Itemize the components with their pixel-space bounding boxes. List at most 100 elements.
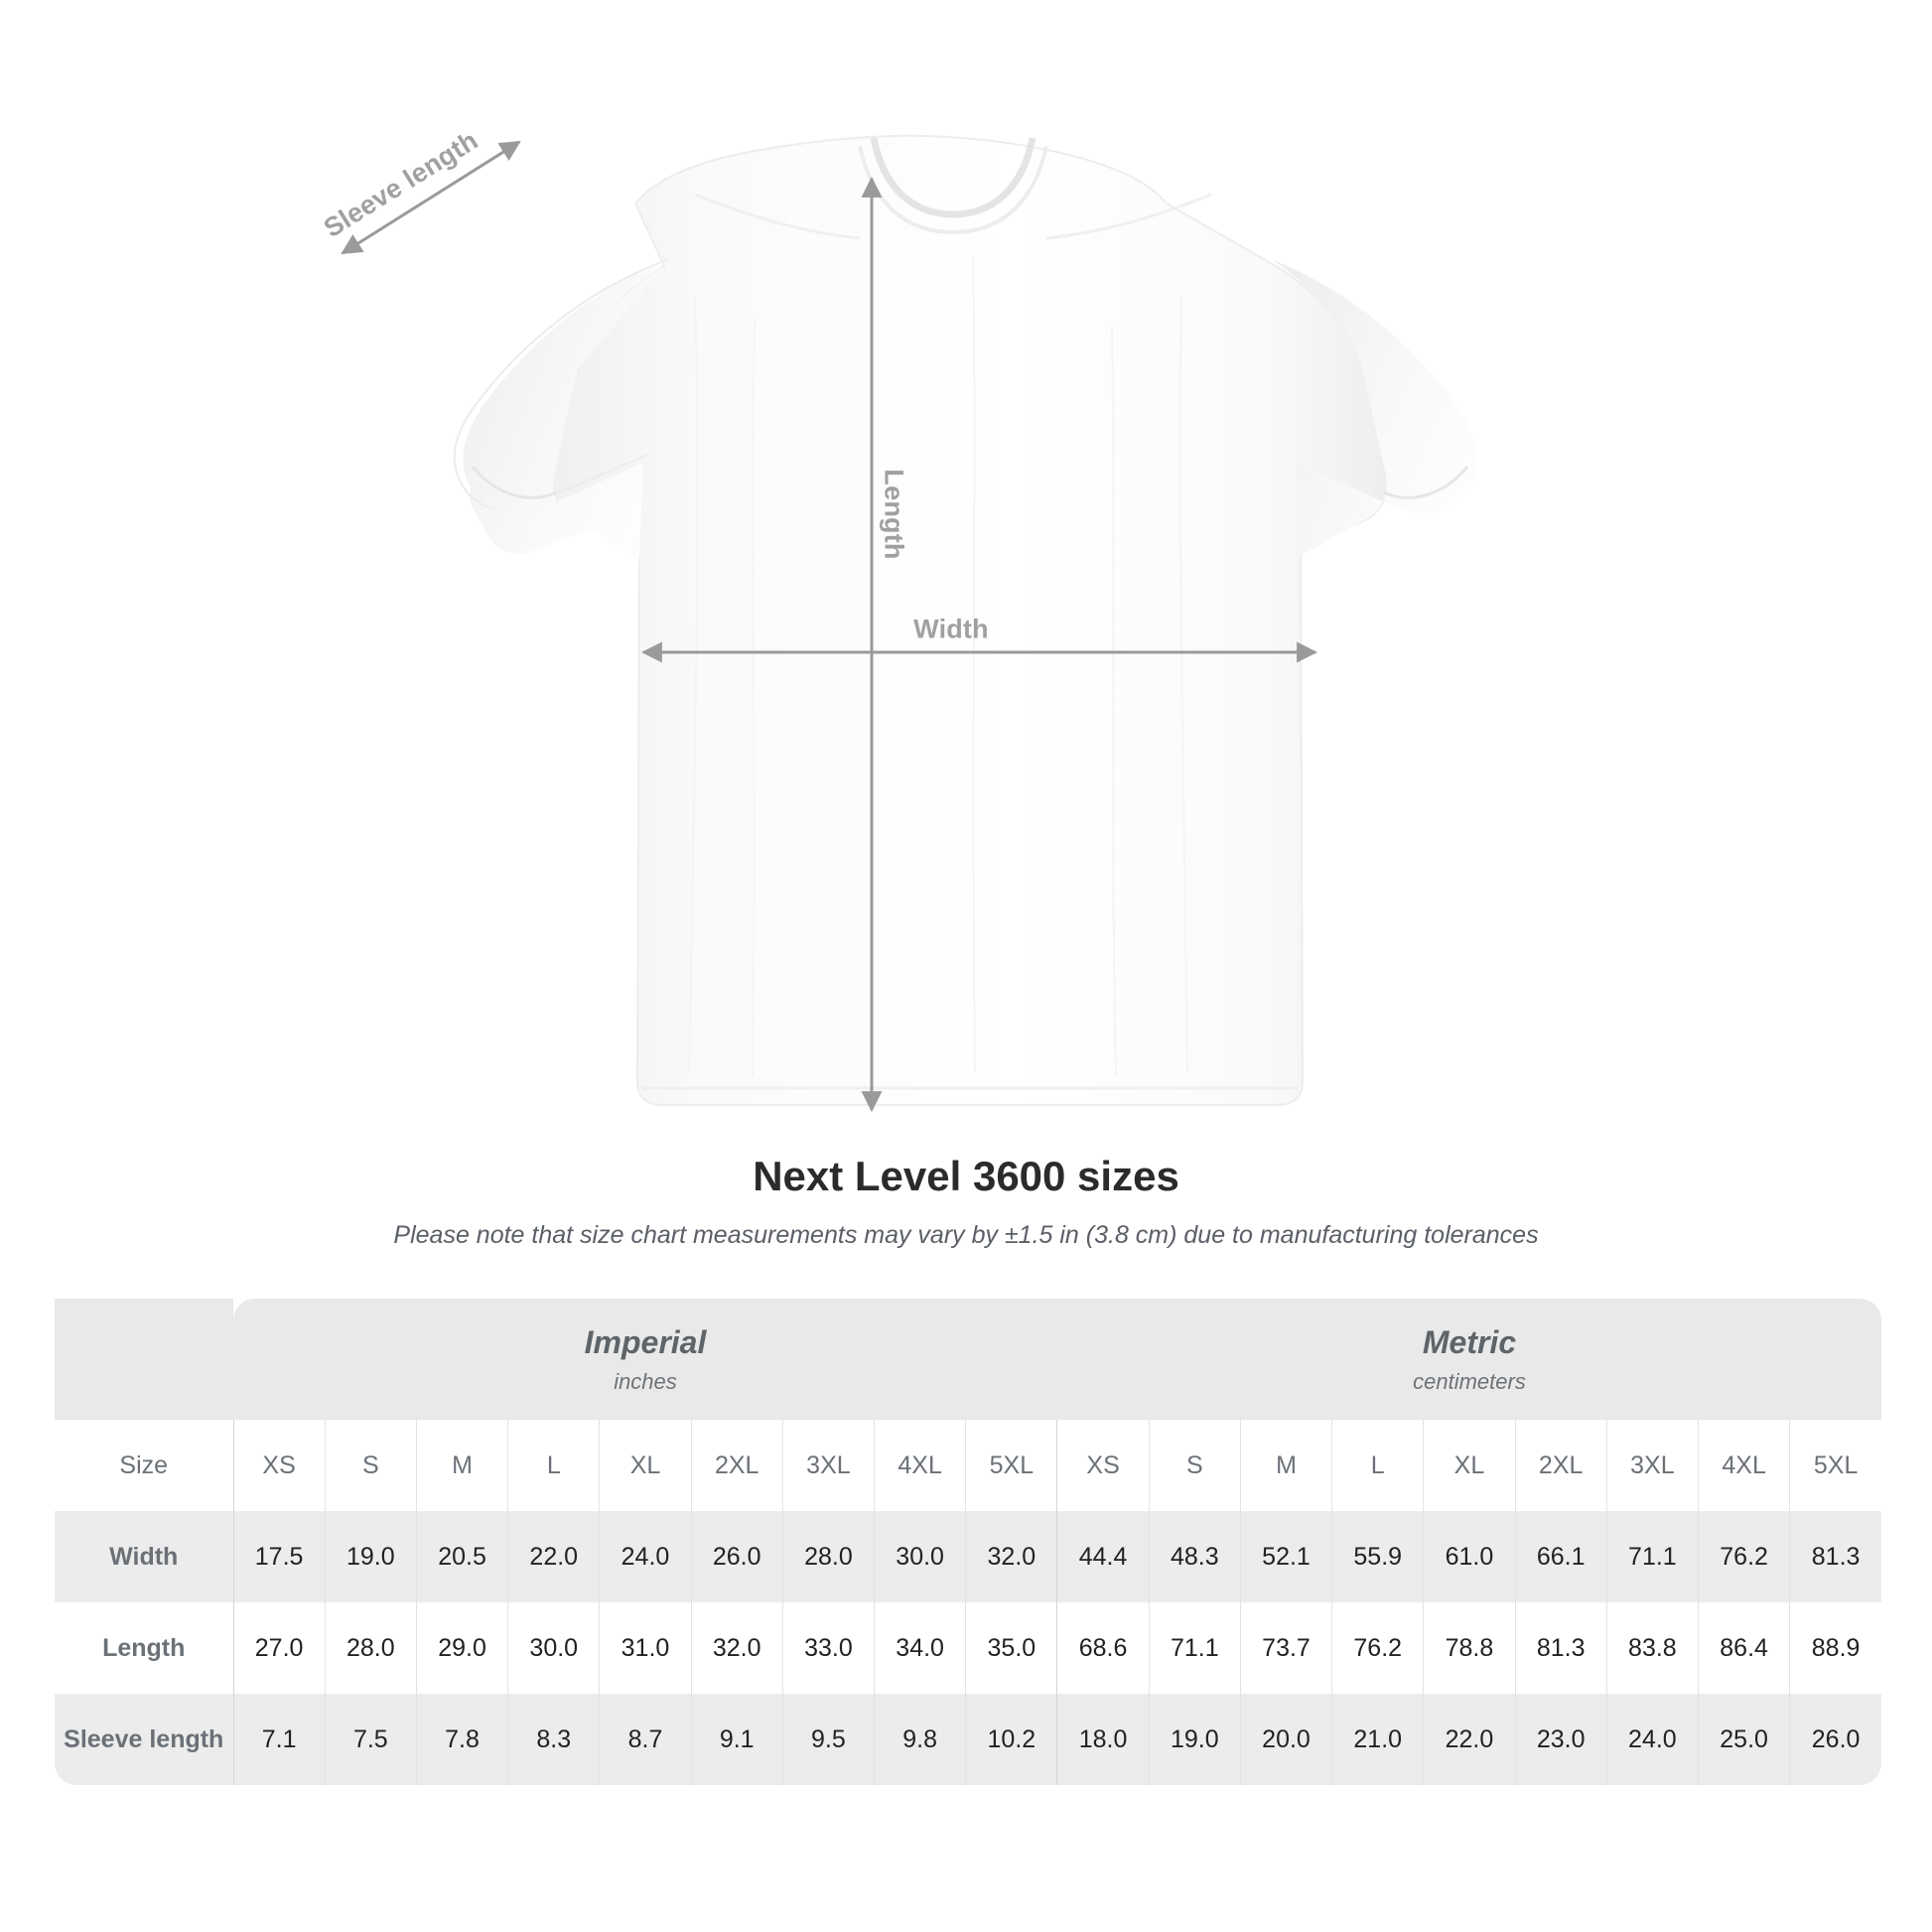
cell-width-metric-3xl: 71.1 bbox=[1605, 1511, 1699, 1602]
cell-width-imperial-3xl: 28.0 bbox=[781, 1511, 875, 1602]
size-table: Imperial inches Metric centimeters Size … bbox=[55, 1299, 1881, 1785]
size-header-imperial-2xl: 2XL bbox=[690, 1420, 783, 1511]
cell-sleeve-metric-xl: 22.0 bbox=[1423, 1694, 1516, 1785]
cell-length-metric-5xl: 88.9 bbox=[1789, 1602, 1881, 1694]
collar-ribbing bbox=[870, 137, 1036, 218]
size-header-metric-5xl: 5XL bbox=[1789, 1420, 1881, 1511]
size-header-label: Size bbox=[55, 1420, 233, 1511]
cell-width-metric-2xl: 66.1 bbox=[1514, 1511, 1607, 1602]
cell-width-metric-xs: 44.4 bbox=[1056, 1511, 1150, 1602]
row-label-length: Length bbox=[55, 1602, 233, 1694]
size-table-container: Imperial inches Metric centimeters Size … bbox=[55, 1299, 1881, 1785]
cell-width-metric-xl: 61.0 bbox=[1423, 1511, 1516, 1602]
cell-sleeve-metric-s: 19.0 bbox=[1148, 1694, 1241, 1785]
cell-sleeve-metric-5xl: 26.0 bbox=[1789, 1694, 1881, 1785]
cell-sleeve-imperial-5xl: 10.2 bbox=[965, 1694, 1057, 1785]
size-header-imperial-3xl: 3XL bbox=[781, 1420, 875, 1511]
unit-group-row: Imperial inches Metric centimeters bbox=[55, 1299, 1881, 1420]
cell-length-imperial-s: 28.0 bbox=[324, 1602, 417, 1694]
cell-width-imperial-s: 19.0 bbox=[324, 1511, 417, 1602]
cell-length-imperial-4xl: 34.0 bbox=[874, 1602, 966, 1694]
cell-length-metric-xs: 68.6 bbox=[1056, 1602, 1150, 1694]
cell-sleeve-imperial-3xl: 9.5 bbox=[781, 1694, 875, 1785]
cell-sleeve-imperial-4xl: 9.8 bbox=[874, 1694, 966, 1785]
left-sleeve bbox=[463, 260, 667, 556]
left-sleeve-outline bbox=[453, 259, 668, 511]
size-header-imperial-m: M bbox=[415, 1420, 508, 1511]
cell-width-metric-4xl: 76.2 bbox=[1697, 1511, 1790, 1602]
tolerance-note: Please note that size chart measurements… bbox=[393, 1221, 1539, 1250]
size-header-row: Size XS S M L XL 2XL 3XL 4XL 5XL XS S M … bbox=[55, 1420, 1881, 1511]
cell-width-imperial-m: 20.5 bbox=[415, 1511, 508, 1602]
size-header-metric-xl: XL bbox=[1423, 1420, 1516, 1511]
cell-sleeve-imperial-l: 8.3 bbox=[507, 1694, 600, 1785]
tshirt-graphic bbox=[341, 134, 1477, 1113]
cell-sleeve-imperial-xs: 7.1 bbox=[232, 1694, 326, 1785]
cell-length-metric-m: 73.7 bbox=[1239, 1602, 1332, 1694]
size-header-metric-3xl: 3XL bbox=[1605, 1420, 1699, 1511]
cell-width-metric-l: 55.9 bbox=[1331, 1511, 1424, 1602]
size-header-imperial-xl: XL bbox=[599, 1420, 692, 1511]
cell-length-metric-2xl: 81.3 bbox=[1514, 1602, 1607, 1694]
cell-sleeve-imperial-xl: 8.7 bbox=[599, 1694, 692, 1785]
cell-length-imperial-xs: 27.0 bbox=[232, 1602, 326, 1694]
right-sleeve bbox=[1273, 260, 1477, 556]
row-label-sleeve-length: Sleeve length bbox=[55, 1694, 233, 1785]
table-row: Width 17.5 19.0 20.5 22.0 24.0 26.0 28.0… bbox=[55, 1511, 1881, 1602]
size-header-imperial-5xl: 5XL bbox=[965, 1420, 1057, 1511]
cell-length-metric-3xl: 83.8 bbox=[1605, 1602, 1699, 1694]
cell-sleeve-imperial-m: 7.8 bbox=[415, 1694, 508, 1785]
size-header-metric-s: S bbox=[1148, 1420, 1241, 1511]
row-label-width: Width bbox=[55, 1511, 233, 1602]
cell-length-imperial-3xl: 33.0 bbox=[781, 1602, 875, 1694]
cell-sleeve-metric-m: 20.0 bbox=[1239, 1694, 1332, 1785]
cell-length-imperial-2xl: 32.0 bbox=[690, 1602, 783, 1694]
cell-width-imperial-xs: 17.5 bbox=[232, 1511, 326, 1602]
unit-group-imperial-subtitle: inches bbox=[614, 1368, 677, 1394]
garment-illustration: Sleeve length Length Width bbox=[319, 125, 1477, 1113]
unit-group-metric: Metric centimeters bbox=[1056, 1299, 1881, 1420]
cell-sleeve-metric-3xl: 24.0 bbox=[1605, 1694, 1699, 1785]
shirt-body bbox=[453, 134, 1477, 1106]
cell-sleeve-metric-4xl: 25.0 bbox=[1697, 1694, 1790, 1785]
size-header-metric-4xl: 4XL bbox=[1697, 1420, 1790, 1511]
cell-width-metric-s: 48.3 bbox=[1148, 1511, 1241, 1602]
cell-width-imperial-2xl: 26.0 bbox=[690, 1511, 783, 1602]
cell-length-metric-s: 71.1 bbox=[1148, 1602, 1241, 1694]
size-header-metric-2xl: 2XL bbox=[1514, 1420, 1607, 1511]
left-sleeve-hem bbox=[471, 466, 557, 499]
sleeve-length-arrow bbox=[341, 140, 521, 255]
unit-group-imperial: Imperial inches bbox=[233, 1299, 1057, 1420]
cell-length-metric-4xl: 86.4 bbox=[1697, 1602, 1790, 1694]
cell-length-imperial-l: 30.0 bbox=[507, 1602, 600, 1694]
right-sleeve-hem bbox=[1383, 466, 1469, 499]
cell-sleeve-metric-xs: 18.0 bbox=[1056, 1694, 1150, 1785]
cell-width-imperial-xl: 24.0 bbox=[599, 1511, 692, 1602]
cell-length-metric-l: 76.2 bbox=[1331, 1602, 1424, 1694]
table-row: Sleeve length 7.1 7.5 7.8 8.3 8.7 9.1 9.… bbox=[55, 1694, 1881, 1785]
unit-group-metric-name: Metric bbox=[1422, 1323, 1517, 1360]
page-title: Next Level 3600 sizes bbox=[753, 1153, 1179, 1199]
cell-sleeve-metric-2xl: 23.0 bbox=[1514, 1694, 1607, 1785]
left-shoulder-seam bbox=[694, 193, 861, 240]
size-header-metric-l: L bbox=[1331, 1420, 1424, 1511]
size-header-metric-m: M bbox=[1239, 1420, 1332, 1511]
cell-width-metric-m: 52.1 bbox=[1239, 1511, 1332, 1602]
unit-row-spacer bbox=[55, 1299, 233, 1420]
unit-group-metric-subtitle: centimeters bbox=[1413, 1368, 1526, 1394]
size-header-metric-xs: XS bbox=[1056, 1420, 1150, 1511]
unit-group-imperial-name: Imperial bbox=[584, 1323, 707, 1360]
cell-sleeve-imperial-s: 7.5 bbox=[324, 1694, 417, 1785]
cell-width-imperial-l: 22.0 bbox=[507, 1511, 600, 1602]
cell-width-metric-5xl: 81.3 bbox=[1789, 1511, 1881, 1602]
title-block: Next Level 3600 sizes Please note that s… bbox=[0, 1152, 1932, 1252]
right-shoulder-seam bbox=[1045, 193, 1212, 240]
shirt-body-shape bbox=[551, 134, 1389, 1106]
cell-sleeve-imperial-2xl: 9.1 bbox=[690, 1694, 783, 1785]
size-header-imperial-l: L bbox=[507, 1420, 600, 1511]
cell-sleeve-metric-l: 21.0 bbox=[1331, 1694, 1424, 1785]
cell-length-imperial-5xl: 35.0 bbox=[965, 1602, 1057, 1694]
cell-length-imperial-m: 29.0 bbox=[415, 1602, 508, 1694]
cell-width-imperial-4xl: 30.0 bbox=[874, 1511, 966, 1602]
